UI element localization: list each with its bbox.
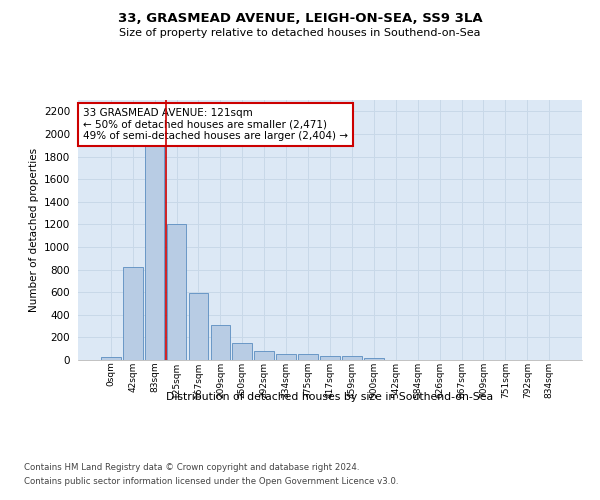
- Bar: [167, 224, 187, 360]
- Y-axis label: Number of detached properties: Number of detached properties: [29, 148, 38, 312]
- Bar: [145, 145, 164, 360]
- Text: Size of property relative to detached houses in Southend-on-Sea: Size of property relative to detached ho…: [119, 28, 481, 38]
- Bar: [232, 343, 252, 360]
- Bar: [254, 351, 274, 360]
- Bar: [276, 354, 296, 360]
- Bar: [101, 357, 121, 360]
- Bar: [364, 358, 384, 360]
- Bar: [298, 354, 318, 360]
- Text: Distribution of detached houses by size in Southend-on-Sea: Distribution of detached houses by size …: [166, 392, 494, 402]
- Bar: [342, 356, 362, 360]
- Text: Contains HM Land Registry data © Crown copyright and database right 2024.: Contains HM Land Registry data © Crown c…: [24, 462, 359, 471]
- Bar: [123, 268, 143, 360]
- Text: 33, GRASMEAD AVENUE, LEIGH-ON-SEA, SS9 3LA: 33, GRASMEAD AVENUE, LEIGH-ON-SEA, SS9 3…: [118, 12, 482, 26]
- Bar: [211, 325, 230, 360]
- Bar: [320, 356, 340, 360]
- Bar: [188, 294, 208, 360]
- Text: 33 GRASMEAD AVENUE: 121sqm
← 50% of detached houses are smaller (2,471)
49% of s: 33 GRASMEAD AVENUE: 121sqm ← 50% of deta…: [83, 108, 348, 141]
- Text: Contains public sector information licensed under the Open Government Licence v3: Contains public sector information licen…: [24, 478, 398, 486]
